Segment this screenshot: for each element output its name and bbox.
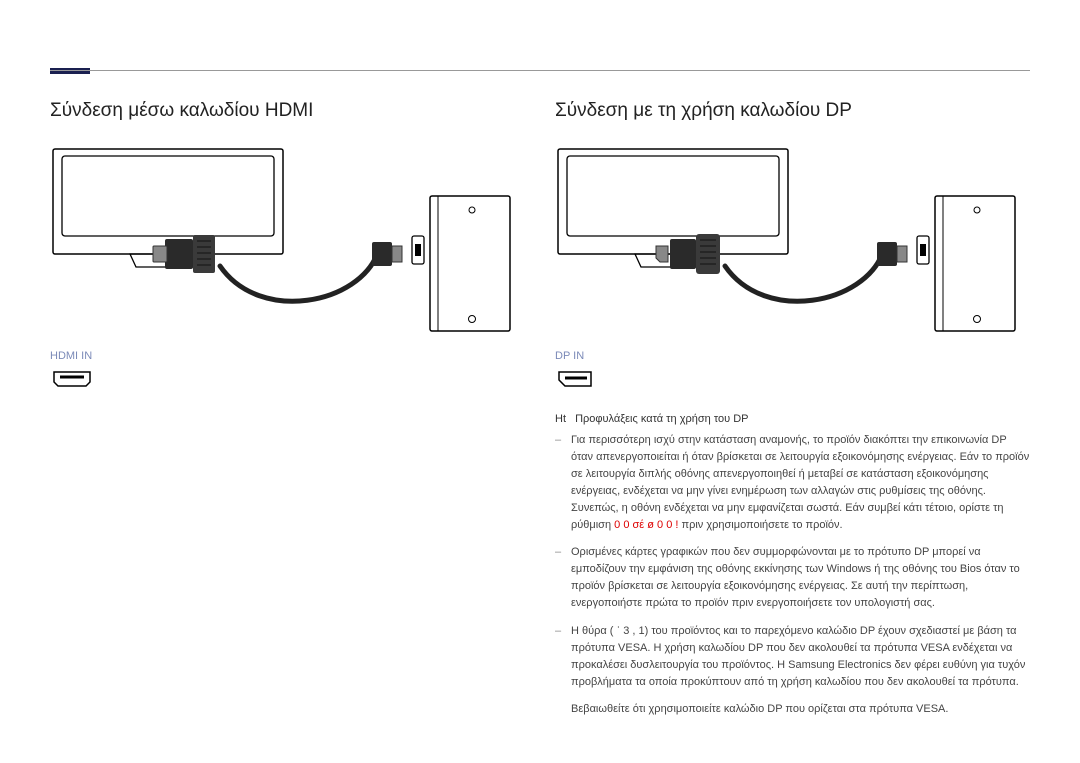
list-item: Η θύρα ( ʿ 3 , 1) του προϊόντος και το π… <box>555 623 1030 691</box>
hdmi-diagram <box>50 144 525 344</box>
dp-precautions: Ht Προφυλάξεις κατά τη χρήση του DP Για … <box>555 411 1030 718</box>
hdmi-section: Σύνδεση μέσω καλωδίου HDMI <box>50 100 525 718</box>
content-columns: Σύνδεση μέσω καλωδίου HDMI <box>50 100 1030 718</box>
hdmi-diagram-svg <box>50 144 520 344</box>
note-text: πριν χρησιμοποιήσετε το προϊόν. <box>682 519 843 531</box>
header-rule <box>50 70 1030 71</box>
dp-title: Σύνδεση με τη χρήση καλωδίου DP <box>555 100 1030 122</box>
note-footnote: Βεβαιωθείτε ότι χρησιμοποιείτε καλώδιο D… <box>555 701 1030 718</box>
hdmi-port-label: HDMI IN <box>50 350 525 362</box>
note-text: Η θύρα ( ʿ 3 , 1) του προϊόντος και το π… <box>571 625 1025 688</box>
note-heading: Προφυλάξεις κατά τη χρήση του DP <box>575 413 748 425</box>
dp-port-label: DP IN <box>555 350 1030 362</box>
header-accent <box>50 68 90 74</box>
dp-diagram <box>555 144 1030 344</box>
hdmi-port-icon <box>50 368 525 395</box>
dp-section: Σύνδεση με τη χρήση καλωδίου DP <box>555 100 1030 718</box>
note-text: Για περισσότερη ισχύ στην κατάσταση αναμ… <box>571 434 1029 531</box>
list-item: Για περισσότερη ισχύ στην κατάσταση αναμ… <box>555 432 1030 534</box>
note-red-text: 0 0 σέ ø 0 0 ! <box>614 519 678 531</box>
list-item: Ορισμένες κάρτες γραφικών που δεν συμμορ… <box>555 544 1030 612</box>
hdmi-title: Σύνδεση μέσω καλωδίου HDMI <box>50 100 525 122</box>
note-prefix: Ht <box>555 413 566 425</box>
note-text: Ορισμένες κάρτες γραφικών που δεν συμμορ… <box>571 546 1020 609</box>
dp-port-icon <box>555 368 1030 395</box>
note-bullets: Για περισσότερη ισχύ στην κατάσταση αναμ… <box>555 432 1030 691</box>
dp-diagram-svg <box>555 144 1025 344</box>
